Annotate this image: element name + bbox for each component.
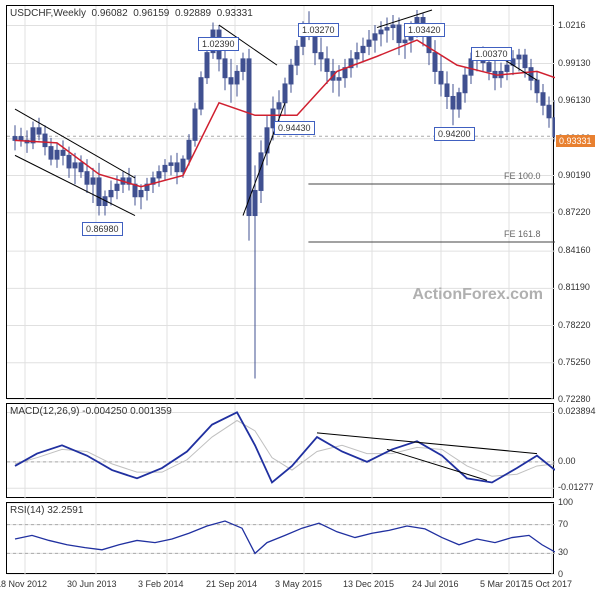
current-price-box: 0.93331 [556,135,595,147]
price-annotation: 1.00370 [471,47,512,61]
main-y-tick: 0.84160 [558,245,591,255]
rsi-svg [7,503,555,575]
macd-y-tick: 0.023894 [558,406,596,416]
rsi-title: RSI(14) 32.2591 [10,505,83,516]
main-y-tick: 1.0216 [558,20,586,30]
macd-y-tick: -0.01277 [558,482,594,492]
macd-y-tick: 0.00 [558,456,576,466]
rsi-panel: RSI(14) 32.2591 [6,502,554,574]
price-annotation: 1.03420 [404,23,445,37]
main-y-tick: 0.75250 [558,357,591,367]
rsi-y-tick: 0 [558,569,563,579]
macd-panel: MACD(12,26,9) -0.004250 0.001359 [6,403,554,498]
fe-label: FE 100.0 [504,171,541,181]
price-annotation: 0.94200 [434,127,475,141]
macd-title: MACD(12,26,9) -0.004250 0.001359 [10,406,172,417]
price-annotation: 1.03270 [298,23,339,37]
x-tick: 18 Nov 2012 [0,579,47,589]
rsi-y-tick: 70 [558,519,568,529]
price-annotation: 0.94430 [274,121,315,135]
main-chart-svg [7,6,555,400]
main-y-tick: 0.78220 [558,320,591,330]
x-tick: 15 Oct 2017 [523,579,572,589]
x-tick: 3 May 2015 [275,579,322,589]
x-tick: 30 Jun 2013 [67,579,117,589]
main-y-tick: 0.87220 [558,207,591,217]
fe-label: FE 161.8 [504,229,541,239]
main-chart-panel: USDCHF,Weekly 0.96082 0.96159 0.92889 0.… [6,5,554,399]
x-tick: 3 Feb 2014 [138,579,184,589]
main-y-tick: 0.99130 [558,58,591,68]
rsi-y-tick: 30 [558,547,568,557]
x-tick: 24 Jul 2016 [412,579,459,589]
rsi-y-tick: 100 [558,497,573,507]
x-tick: 5 Mar 2017 [480,579,526,589]
x-tick: 13 Dec 2015 [343,579,394,589]
price-annotation: 0.86980 [82,222,123,236]
main-y-tick: 0.96130 [558,95,591,105]
macd-svg [7,404,555,499]
price-annotation: 1.02390 [198,37,239,51]
watermark: ActionForex.com [412,286,543,304]
x-tick: 21 Sep 2014 [206,579,257,589]
main-chart-title: USDCHF,Weekly 0.96082 0.96159 0.92889 0.… [10,8,253,19]
main-y-tick: 0.72280 [558,394,591,404]
main-y-tick: 0.90190 [558,170,591,180]
main-y-tick: 0.81190 [558,282,590,292]
